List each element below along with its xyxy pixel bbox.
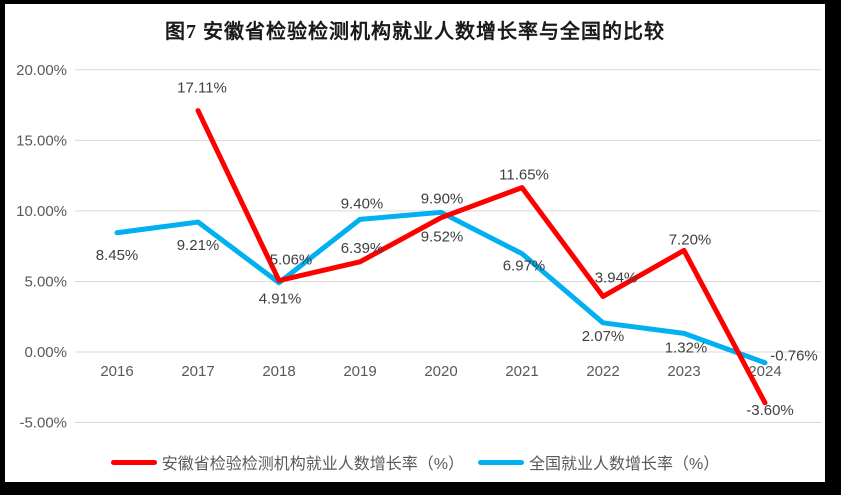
- data-label: 9.40%: [341, 195, 384, 212]
- data-label: 4.91%: [259, 291, 302, 308]
- data-label: 9.52%: [421, 229, 464, 246]
- y-tick-label: -5.00%: [19, 415, 67, 432]
- x-tick-label: 2023: [667, 363, 700, 380]
- chart-title: 图7 安徽省检验检测机构就业人数增长率与全国的比较: [165, 21, 665, 43]
- legend-item-national: 全国就业人数增长率（%）: [478, 450, 719, 474]
- line-chart-plot-area: 20.00% 15.00% 10.00% 5.00% 0.00% -5.00% 2016 20…: [16, 62, 821, 432]
- data-label: 8.45%: [96, 247, 139, 264]
- y-tick-label: 20.00%: [16, 62, 67, 79]
- x-tick-label: 2022: [586, 363, 619, 380]
- legend-label-anhui: 安徽省检验检测机构就业人数增长率（%）: [161, 456, 464, 473]
- x-tick-label: 2020: [424, 363, 457, 380]
- x-tick-label: 2017: [181, 363, 214, 380]
- chart-legend: 安徽省检验检测机构就业人数增长率（%） 全国就业人数增长率（%）: [5, 450, 825, 474]
- data-label: 11.65%: [499, 167, 549, 184]
- legend-swatch-national-blue-line: [478, 459, 524, 465]
- chart-canvas: 图7 安徽省检验检测机构就业人数增长率与全国的比较 20.00% 15.00% 10…: [5, 4, 825, 482]
- y-tick-label: 15.00%: [16, 132, 67, 149]
- legend-label-national: 全国就业人数增长率（%）: [529, 456, 720, 473]
- y-tick-label: 5.00%: [24, 273, 67, 290]
- data-label: -3.60%: [746, 402, 794, 419]
- x-tick-label: 2019: [343, 363, 376, 380]
- data-label: 9.90%: [421, 190, 464, 207]
- legend-swatch-anhui-red-line: [110, 459, 157, 465]
- x-tick-label: 2016: [100, 363, 133, 380]
- data-label: 3.94%: [595, 269, 638, 286]
- data-label: 1.32%: [665, 339, 708, 356]
- series-line-national: [114, 209, 768, 366]
- y-tick-label: 0.00%: [24, 344, 67, 361]
- x-tick-label: 2021: [505, 363, 538, 380]
- data-label: 6.97%: [503, 258, 546, 275]
- x-tick-label: 2024: [748, 363, 781, 380]
- data-label: 7.20%: [669, 231, 712, 248]
- data-label: 2.07%: [582, 328, 625, 345]
- data-label: 17.11%: [177, 80, 227, 97]
- data-label: 6.39%: [341, 240, 384, 257]
- data-label: -0.76%: [770, 348, 818, 365]
- x-tick-label: 2018: [262, 363, 295, 380]
- legend-item-anhui: 安徽省检验检测机构就业人数增长率（%）: [110, 450, 464, 474]
- series-line-anhui: [195, 108, 768, 406]
- data-label: 9.21%: [177, 237, 220, 254]
- data-label: 5.06%: [270, 252, 313, 269]
- y-tick-label: 10.00%: [16, 203, 67, 220]
